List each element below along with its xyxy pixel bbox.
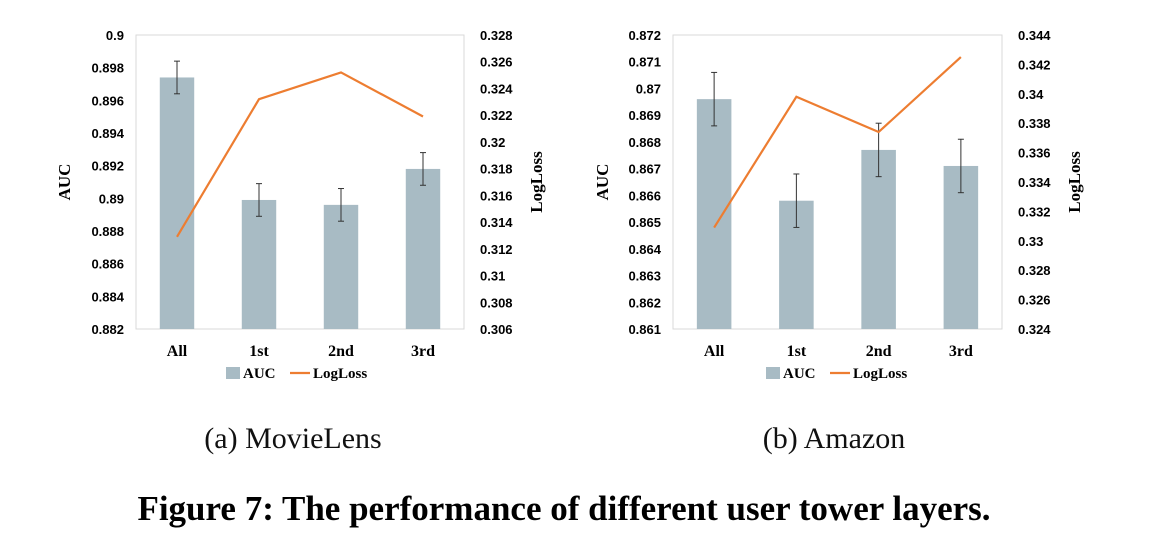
y-tick-label: 0.898 [91, 61, 124, 76]
y2-tick-label: 0.32 [480, 135, 505, 150]
y2-tick-label: 0.328 [480, 28, 513, 43]
y-tick-label: 0.865 [628, 215, 661, 230]
y2-tick-label: 0.316 [480, 188, 513, 203]
logloss-line [713, 56, 962, 229]
auc-bar [405, 168, 441, 329]
x-tick-label: 3rd [949, 343, 973, 360]
legend-label-logloss: LogLoss [853, 366, 907, 382]
y2-tick-label: 0.338 [1018, 116, 1051, 131]
auc-bar [241, 199, 277, 329]
y-tick-label: 0.882 [91, 322, 124, 337]
y2-tick-label: 0.31 [480, 269, 505, 284]
x-tick-label: 2nd [866, 343, 892, 360]
y2-tick-label: 0.334 [1018, 175, 1051, 190]
y-tick-label: 0.87 [636, 81, 661, 96]
chart-movielens: 0.9 0.898 0.896 0.894 0.892 0.89 0.888 0.886 0.8… [55, 28, 546, 382]
plot-frame [135, 34, 465, 330]
x-tick-label: 1st [249, 343, 269, 360]
y-tick-label: 0.884 [91, 289, 124, 304]
chart-amazon: 0.872 0.871 0.87 0.869 0.868 0.867 0.866 0.865 0… [593, 28, 1084, 382]
legend-swatch-auc [766, 367, 780, 379]
y2-tick-label: 0.314 [480, 215, 513, 230]
y-tick-label: 0.862 [628, 295, 661, 310]
y2-tick-label: 0.324 [480, 81, 513, 96]
x-tick-label: 1st [787, 343, 807, 360]
y2-tick-label: 0.328 [1018, 263, 1051, 278]
legend-label-auc: AUC [243, 366, 276, 382]
subtitle-amazon: (b) Amazon [763, 422, 905, 455]
y-tick-label: 0.863 [628, 269, 661, 284]
y2-tick-label: 0.322 [480, 108, 513, 123]
x-tick-label: 3rd [411, 343, 435, 360]
x-tick-label: All [704, 343, 725, 360]
auc-bar [323, 204, 359, 329]
y-tick-label: 0.871 [628, 55, 661, 70]
y2-tick-label: 0.326 [480, 55, 513, 70]
plot-frame [672, 34, 1003, 330]
y2-tick-label: 0.33 [1018, 234, 1043, 249]
logloss-line [176, 71, 424, 238]
y2-tick-label: 0.332 [1018, 204, 1051, 219]
figure-caption: Figure 7: The performance of different u… [137, 489, 990, 528]
y2-tick-label: 0.34 [1018, 87, 1044, 102]
legend-swatch-auc [226, 367, 240, 379]
y-tick-label: 0.894 [91, 126, 124, 141]
y2-tick-label: 0.318 [480, 162, 513, 177]
y2-tick-label: 0.308 [480, 295, 513, 310]
y-tick-label: 0.868 [628, 135, 661, 150]
y-tick-label: 0.861 [628, 322, 661, 337]
y-tick-label: 0.9 [106, 28, 124, 43]
y-tick-label: 0.89 [99, 191, 124, 206]
y2-tick-label: 0.306 [480, 322, 513, 337]
y-tick-label: 0.886 [91, 257, 124, 272]
y2-tick-label: 0.312 [480, 242, 513, 257]
y-tick-label: 0.872 [628, 28, 661, 43]
y2-tick-label: 0.342 [1018, 57, 1051, 72]
legend-label-logloss: LogLoss [313, 366, 367, 382]
x-tick-label: 2nd [328, 343, 354, 360]
y-tick-label: 0.866 [628, 188, 661, 203]
y-tick-label: 0.892 [91, 159, 124, 174]
y2-axis-label: LogLoss [527, 151, 546, 213]
legend-label-auc: AUC [783, 366, 816, 382]
auc-bar [159, 77, 195, 329]
y-tick-label: 0.864 [628, 242, 661, 257]
y2-tick-label: 0.344 [1018, 28, 1051, 43]
y2-tick-label: 0.324 [1018, 322, 1051, 337]
y2-tick-label: 0.326 [1018, 293, 1051, 308]
y-tick-label: 0.869 [628, 108, 661, 123]
y2-tick-label: 0.336 [1018, 146, 1051, 161]
y-axis-label: AUC [55, 164, 74, 201]
y2-axis-label: LogLoss [1065, 151, 1084, 213]
auc-bar [696, 99, 732, 330]
y-tick-label: 0.888 [91, 224, 124, 239]
y-tick-label: 0.867 [628, 162, 661, 177]
auc-bar [861, 149, 896, 329]
y-tick-label: 0.896 [91, 93, 124, 108]
subtitle-movielens: (a) MovieLens [204, 422, 381, 455]
y-axis-label: AUC [593, 164, 612, 201]
x-tick-label: All [167, 343, 188, 360]
